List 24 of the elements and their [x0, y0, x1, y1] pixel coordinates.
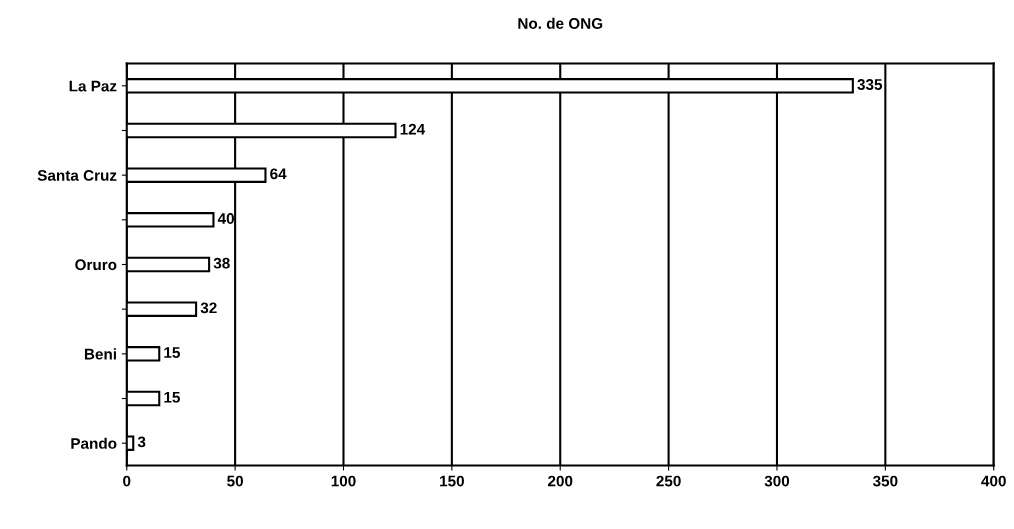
x-tick-label: 0 — [123, 475, 131, 487]
y-tick-label: La Paz — [69, 80, 117, 92]
data-label: 124 — [400, 123, 426, 135]
x-tick-label: 100 — [331, 475, 356, 487]
data-label: 38 — [213, 257, 230, 269]
data-label: 15 — [164, 347, 180, 358]
data-label: 15 — [164, 391, 180, 403]
data-label: 64 — [270, 168, 287, 180]
data-label: 335 — [857, 79, 883, 90]
y-tick-label: Beni — [84, 348, 116, 360]
chart-title: No. de ONG — [518, 17, 603, 29]
y-tick-label: Oruro — [75, 259, 117, 271]
data-label: 32 — [200, 302, 217, 314]
x-tick-label: 350 — [872, 475, 898, 487]
y-tick-label: Santa Cruz — [37, 170, 117, 181]
x-tick-label: 200 — [548, 475, 573, 487]
x-tick-label: 50 — [227, 475, 243, 487]
x-tick-label: 400 — [981, 475, 1006, 487]
data-label: 3 — [137, 436, 146, 448]
y-tick-label: Pando — [71, 437, 117, 449]
x-tick-label: 150 — [440, 475, 464, 487]
x-tick-label: 250 — [656, 475, 681, 487]
x-tick-label: 300 — [764, 475, 790, 487]
data-label: 40 — [217, 213, 234, 224]
